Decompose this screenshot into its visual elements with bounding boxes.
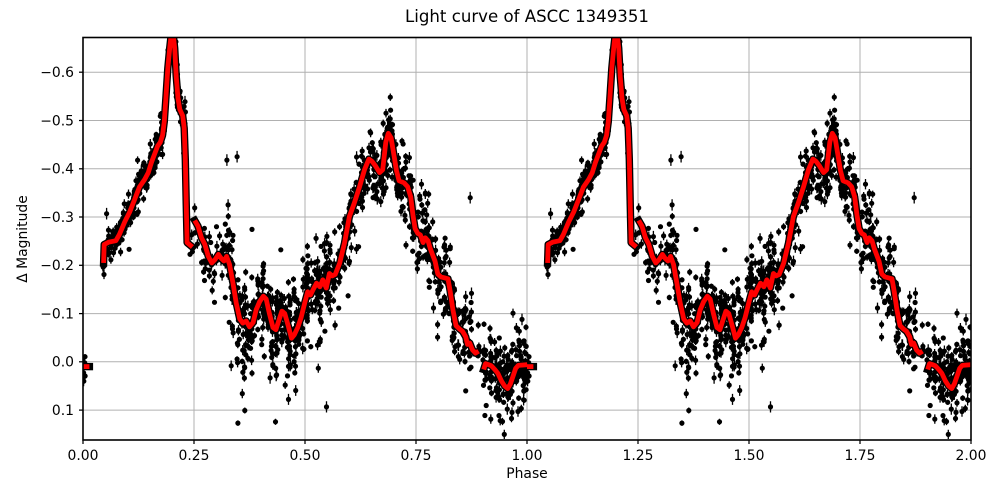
tick-labels: 0.00 0.25 0.50 0.75 1.00 1.25 1.50 1.75 2.00 −0.6… <box>40 65 986 464</box>
x-tick-label: 2.00 <box>956 448 987 464</box>
x-tick-label: 1.25 <box>623 448 654 464</box>
data-layer <box>83 37 971 439</box>
median-line <box>83 37 971 393</box>
y-tick-label: −0.6 <box>40 65 74 81</box>
x-tick-label: 1.00 <box>512 448 543 464</box>
y-tick-label: 0.0 <box>52 355 74 371</box>
x-tick-label: 1.50 <box>734 448 765 464</box>
tick-marks <box>79 71 972 444</box>
y-tick-label: −0.3 <box>40 210 74 226</box>
y-tick-label: −0.2 <box>40 258 74 274</box>
scatter-points <box>83 37 971 437</box>
x-tick-label: 0.75 <box>401 448 432 464</box>
y-tick-label: 0.1 <box>52 403 74 419</box>
x-tick-label: 1.75 <box>845 448 876 464</box>
x-axis-label: Phase <box>506 466 548 482</box>
x-tick-label: 0.50 <box>290 448 321 464</box>
x-tick-label: 0.25 <box>179 448 210 464</box>
chart-title: Light curve of ASCC 1349351 <box>405 7 649 26</box>
y-tick-label: −0.4 <box>40 162 74 178</box>
y-tick-label: −0.1 <box>40 306 74 322</box>
y-tick-label: −0.5 <box>40 113 74 129</box>
x-tick-label: 0.00 <box>68 448 99 464</box>
